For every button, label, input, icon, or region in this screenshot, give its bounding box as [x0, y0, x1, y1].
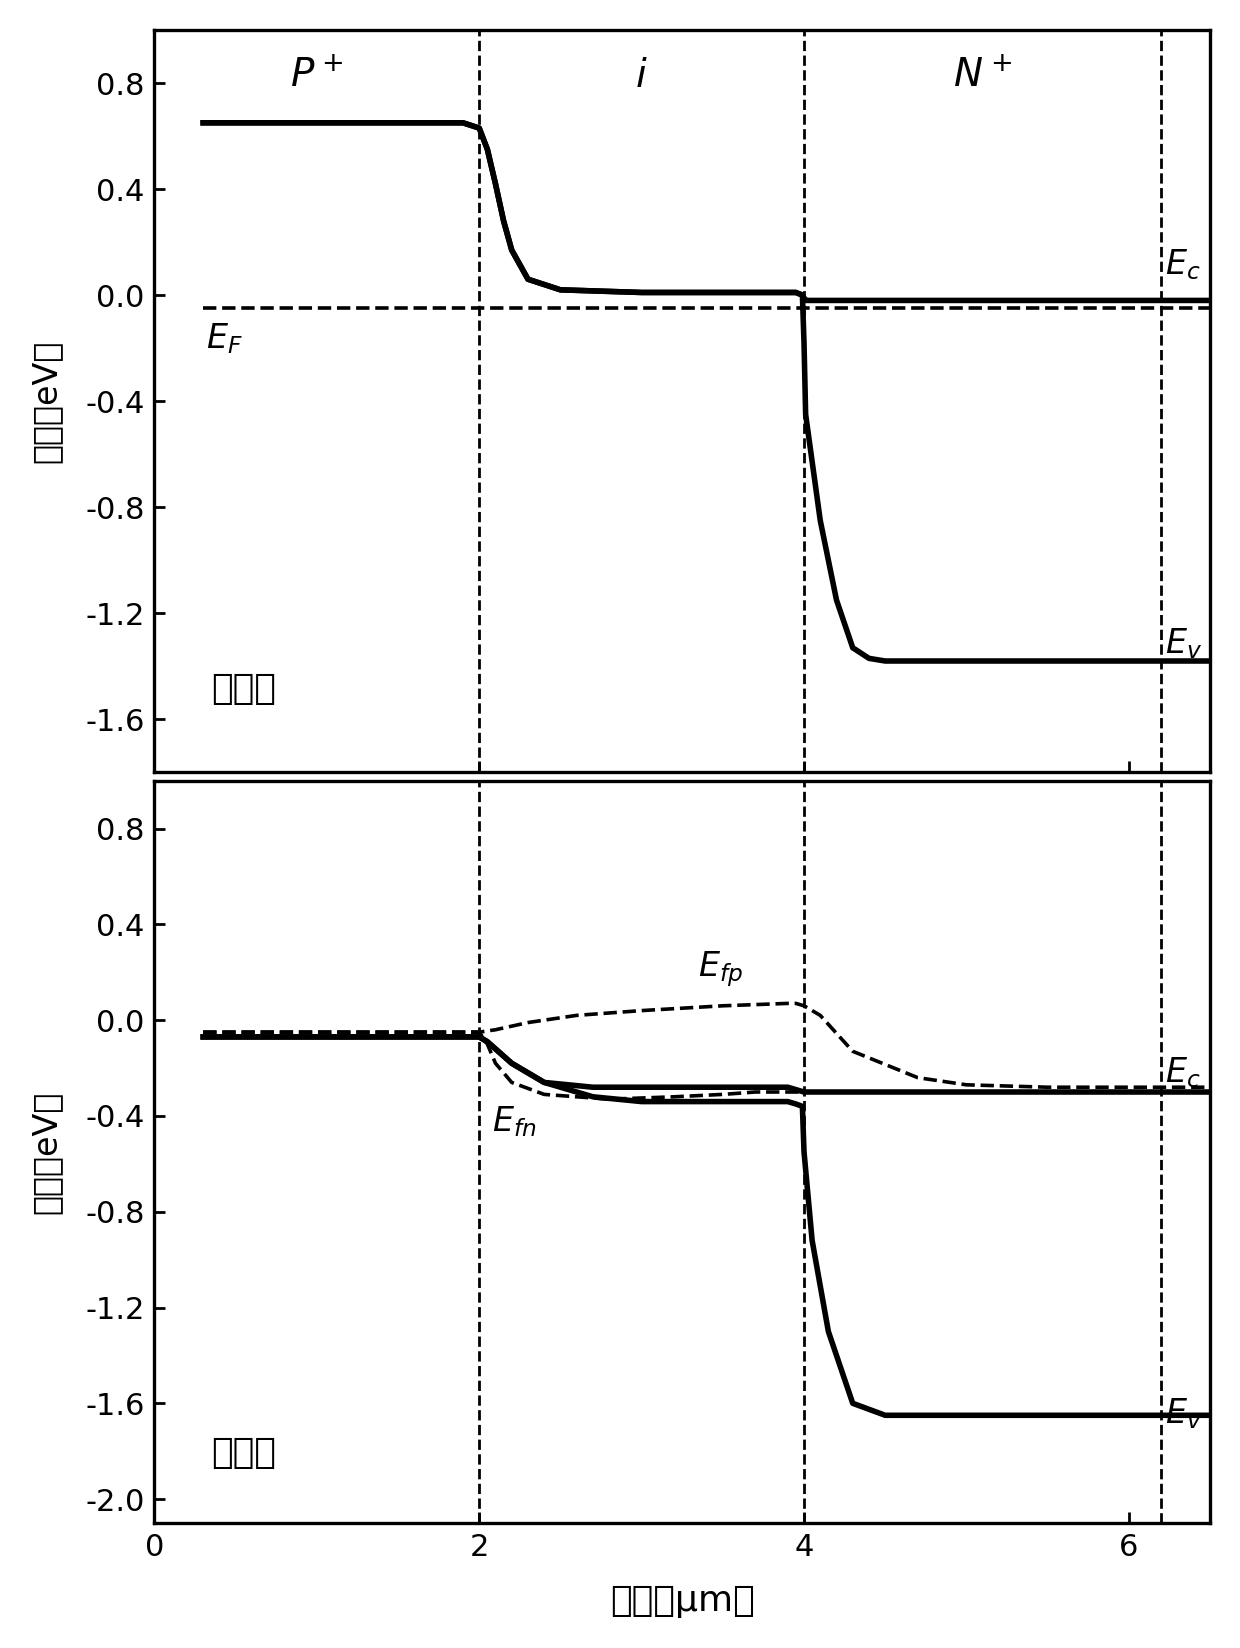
Text: 热平衡: 热平衡: [211, 672, 277, 705]
Text: $E_F$: $E_F$: [206, 321, 243, 356]
Text: $E_v$: $E_v$: [1164, 626, 1202, 661]
Text: $E_c$: $E_c$: [1164, 247, 1200, 282]
Text: $i$: $i$: [635, 56, 649, 94]
Text: $E_{fp}$: $E_{fp}$: [698, 949, 744, 989]
Text: $N^+$: $N^+$: [954, 56, 1012, 94]
Text: $P^+$: $P^+$: [290, 56, 343, 94]
Y-axis label: 能量［eV］: 能量［eV］: [30, 339, 63, 463]
Text: 反偃压: 反偃压: [211, 1437, 277, 1470]
Text: $E_{fn}$: $E_{fn}$: [492, 1104, 537, 1139]
Y-axis label: 能量［eV］: 能量［eV］: [30, 1091, 63, 1213]
X-axis label: 厉度［μm］: 厉度［μm］: [610, 1584, 755, 1618]
Text: $E_v$: $E_v$: [1164, 1396, 1202, 1430]
Text: $E_c$: $E_c$: [1164, 1055, 1200, 1091]
